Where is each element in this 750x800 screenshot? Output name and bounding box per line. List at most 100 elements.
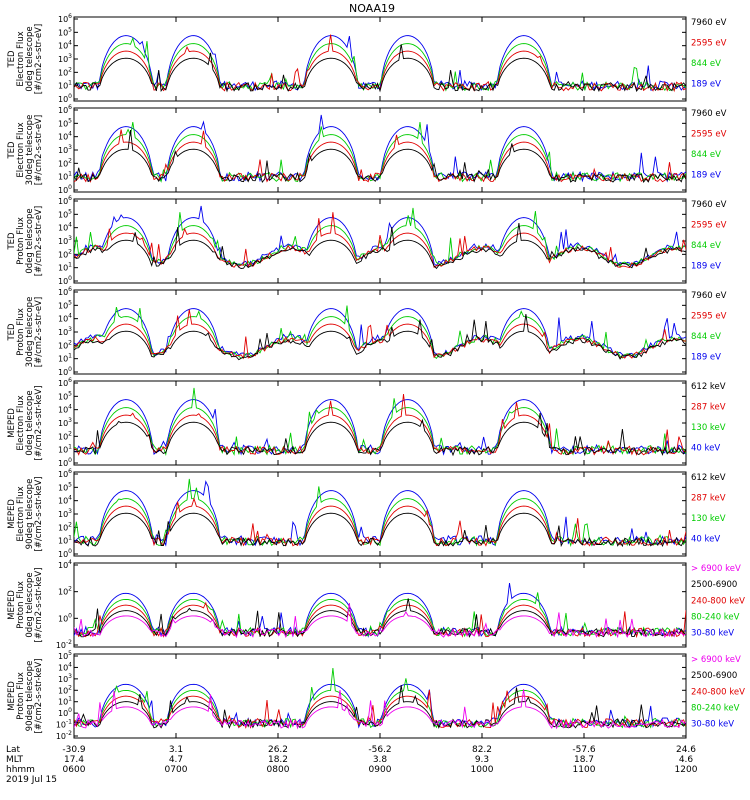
legend-entry: 7960 eV xyxy=(691,109,727,119)
y-tick-label: 105 xyxy=(58,650,72,661)
y-tick-label: 104 xyxy=(58,495,72,506)
y-axis-label: TEDElectron Flux0deg telescope[#/cm2-s-s… xyxy=(7,24,44,94)
y-tick-label: 101 xyxy=(58,171,72,182)
panel-frame xyxy=(73,289,687,375)
x-tick-lat: -30.9 xyxy=(62,745,86,755)
legend-entry: 2595 eV xyxy=(691,130,727,140)
panel-4: 100 101 102 103 104 105 106 TEDProton Flux30deg… xyxy=(7,286,727,377)
flux-series-line xyxy=(74,689,686,730)
y-axis-label: MEPEDProton Flux90deg telescope[#/cm2-s-… xyxy=(7,659,44,734)
x-tick-mlt: 9.3 xyxy=(475,755,489,765)
y-tick-label: 104 xyxy=(58,131,72,142)
y-tick-label: 106 xyxy=(58,104,72,115)
legend-entry: 287 keV xyxy=(691,403,726,413)
y-tick-label: 100 xyxy=(58,548,72,559)
x-tick-lat: 82.2 xyxy=(472,745,492,755)
flux-traces xyxy=(74,478,686,548)
y-tick-label: 102 xyxy=(58,586,72,597)
legend-entry: 2595 eV xyxy=(691,221,727,231)
y-tick-label: 106 xyxy=(58,286,72,297)
y-tick-label: 101 xyxy=(58,535,72,546)
flux-traces xyxy=(74,667,686,730)
legend-entry: 7960 eV xyxy=(691,18,727,28)
x-tick-hhmm: 1200 xyxy=(675,765,698,775)
y-tick-label: 103 xyxy=(58,144,72,155)
y-axis-label: MEPEDElectron Flux0deg telescope[#/cm2-s… xyxy=(7,386,44,461)
legend-entry: 7960 eV xyxy=(691,291,727,301)
panel-5: 100 101 102 103 104 105 106 MEPEDElectron Flux0… xyxy=(7,377,726,468)
y-axis-label: MEPEDProton Flux0deg telescope[#/cm2-s-s… xyxy=(7,568,44,643)
y-tick-label: 10-2 xyxy=(56,639,72,650)
legend-entry: 844 eV xyxy=(691,241,721,251)
legend-entry: 2500-6900 xyxy=(691,671,737,681)
y-tick-label: 101 xyxy=(58,353,72,364)
y-tick-label: 104 xyxy=(58,661,72,672)
x-row-label: hhmm xyxy=(6,765,35,775)
flux-series-line xyxy=(74,44,686,93)
y-tick-label: 100 xyxy=(58,612,72,623)
x-tick-hhmm: 0900 xyxy=(369,765,392,775)
legend-entry: 844 eV xyxy=(691,59,721,69)
y-tick-label: 104 xyxy=(58,559,72,570)
y-tick-label: 106 xyxy=(58,13,72,24)
legend-entry: 80-240 keV xyxy=(691,704,740,714)
y-tick-label: 105 xyxy=(58,208,72,219)
legend-entry: 30-80 keV xyxy=(691,720,734,730)
y-tick-label: 10-1 xyxy=(56,719,72,730)
y-tick-label: 102 xyxy=(58,248,72,259)
y-tick-label: 103 xyxy=(58,417,72,428)
y-tick-label: 106 xyxy=(58,468,72,479)
x-row-label: Lat xyxy=(6,745,21,755)
flux-series-line xyxy=(74,592,686,638)
chart-title: NOAA19 xyxy=(349,2,395,15)
flux-series-line xyxy=(74,122,686,183)
legend-entry: 2595 eV xyxy=(691,312,727,322)
y-tick-label: 103 xyxy=(58,508,72,519)
y-tick-label: 106 xyxy=(58,195,72,206)
y-tick-label: 105 xyxy=(58,26,72,37)
y-tick-label: 100 xyxy=(58,184,72,195)
y-tick-label: 104 xyxy=(58,313,72,324)
y-tick-label: 105 xyxy=(58,299,72,310)
x-row-label: 2019 Jul 15 xyxy=(6,775,57,785)
y-tick-label: 101 xyxy=(58,80,72,91)
legend-entry: 844 eV xyxy=(691,332,721,342)
y-tick-label: 103 xyxy=(58,326,72,337)
legend-entry: 130 keV xyxy=(691,423,726,433)
y-tick-label: 103 xyxy=(58,53,72,64)
legend-entry: 130 keV xyxy=(691,514,726,524)
legend-entry: 189 eV xyxy=(691,80,721,90)
x-tick-hhmm: 1000 xyxy=(471,765,494,775)
x-tick-lat: 3.1 xyxy=(169,745,183,755)
x-tick-hhmm: 0600 xyxy=(63,765,86,775)
y-axis-label: TEDProton Flux0deg telescope[#/cm2-s-str… xyxy=(7,206,44,276)
flux-traces xyxy=(74,114,686,184)
flux-traces xyxy=(74,34,686,93)
y-axis-label: MEPEDElectron Flux90deg telescope[#/cm2-… xyxy=(7,477,44,552)
y-tick-label: 105 xyxy=(58,481,72,492)
flux-series-line xyxy=(74,36,686,92)
flux-series-line xyxy=(74,129,686,184)
flux-traces xyxy=(74,205,686,270)
flux-series-line xyxy=(74,602,686,639)
x-tick-hhmm: 1100 xyxy=(573,765,596,775)
flux-series-line xyxy=(74,685,686,729)
y-tick-label: 101 xyxy=(58,696,72,707)
y-tick-label: 10-2 xyxy=(56,730,72,741)
legend-entry: 240-800 keV xyxy=(691,596,745,606)
flux-series-line xyxy=(74,393,686,456)
x-tick-lat: 24.6 xyxy=(676,745,696,755)
flux-series-line xyxy=(74,313,686,361)
flux-series-line xyxy=(74,222,686,270)
y-tick-label: 104 xyxy=(58,404,72,415)
x-tick-lat: -56.2 xyxy=(368,745,391,755)
legend-entry: 40 keV xyxy=(691,535,720,545)
y-tick-label: 102 xyxy=(58,684,72,695)
legend-entry: 612 keV xyxy=(691,382,726,392)
panel-3: 100 101 102 103 104 105 106 TEDProton Flux0deg … xyxy=(7,195,727,286)
flux-series-line xyxy=(74,413,686,457)
y-tick-label: 100 xyxy=(58,275,72,286)
